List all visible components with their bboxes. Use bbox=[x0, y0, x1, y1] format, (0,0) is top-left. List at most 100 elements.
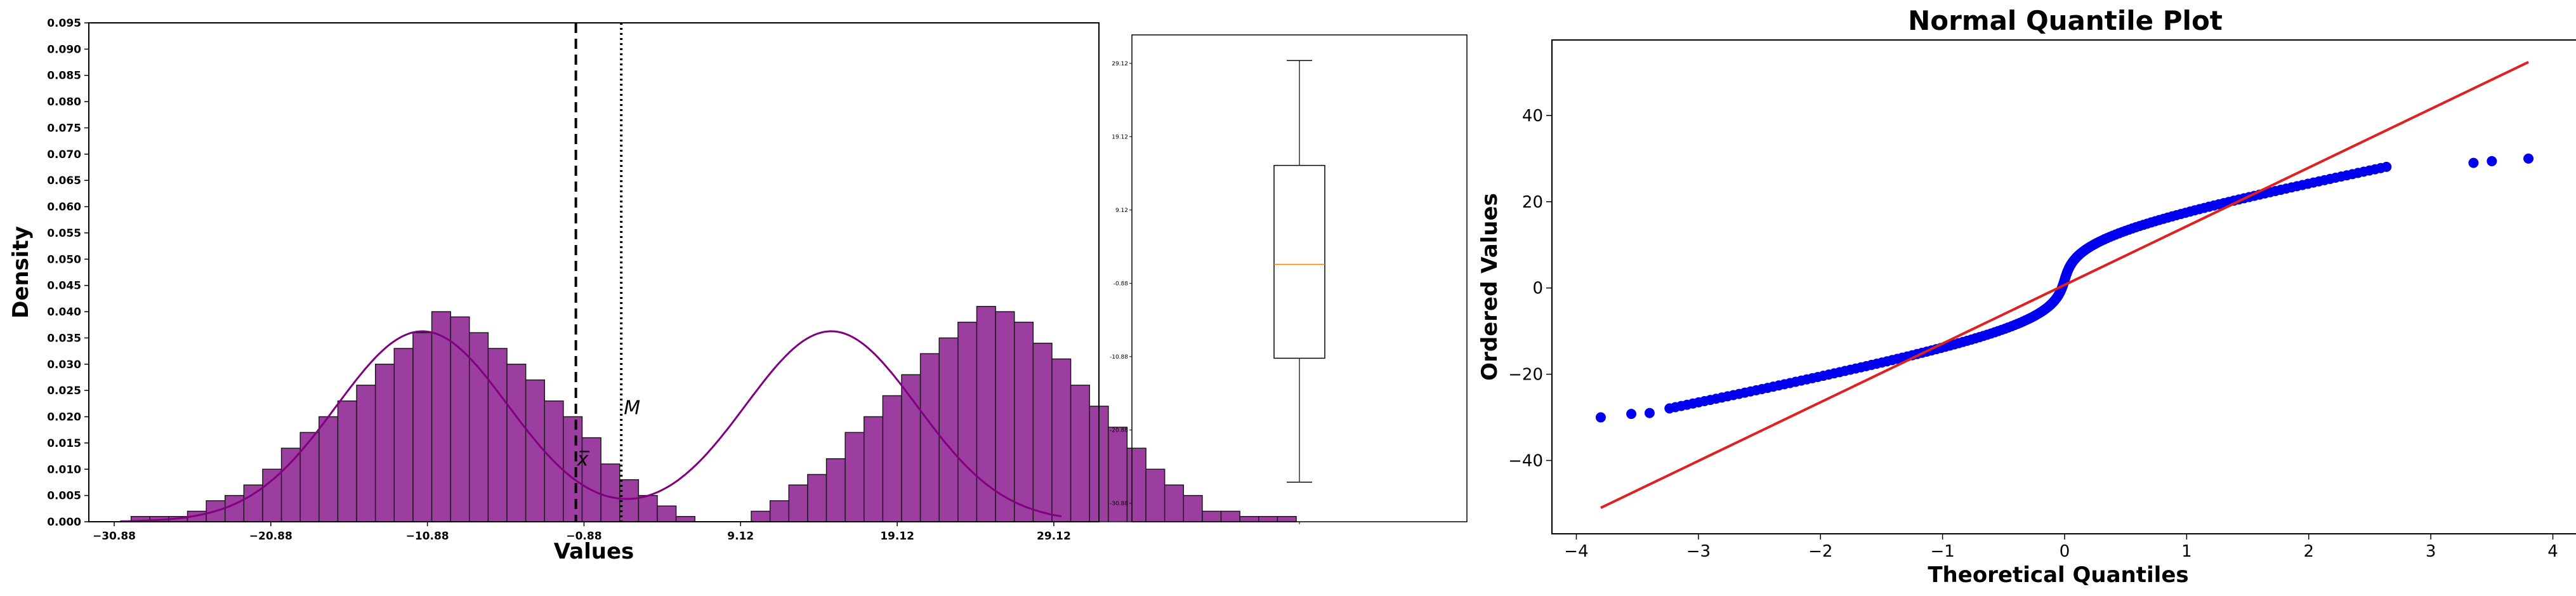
histogram-bar bbox=[1239, 515, 1259, 522]
histogram-bar bbox=[995, 311, 1015, 522]
histogram-y-tick-label: 0.060 bbox=[47, 201, 81, 214]
histogram-bar bbox=[393, 348, 414, 522]
histogram-bar bbox=[356, 385, 376, 522]
histogram-bar bbox=[675, 515, 695, 522]
histogram-y-tick-label: 0.025 bbox=[47, 385, 81, 397]
histogram-bar bbox=[1032, 342, 1053, 522]
histogram-bar bbox=[1126, 447, 1147, 522]
qq-y-tick-label: 0 bbox=[1532, 279, 1543, 298]
qq-y-ticks: −40 −20 0 20 40 bbox=[1508, 107, 1552, 470]
histogram-bar bbox=[1202, 510, 1222, 522]
histogram-y-tick-label: 0.080 bbox=[47, 96, 81, 109]
histogram-bar bbox=[412, 332, 433, 522]
histogram-bar bbox=[431, 311, 451, 522]
qq-tail-point bbox=[2468, 157, 2479, 168]
boxplot-y-tick-label: -0.88 bbox=[1114, 281, 1129, 287]
histogram-y-tick-label: 0.010 bbox=[47, 463, 81, 476]
histogram-bar bbox=[1051, 358, 1072, 522]
histogram-bar bbox=[807, 473, 827, 522]
histogram-y-tick-label: 0.075 bbox=[47, 122, 81, 135]
boxplot-iqr-box bbox=[1273, 164, 1325, 359]
histogram-bar bbox=[751, 510, 771, 522]
histogram-y-tick-label: 0.015 bbox=[47, 437, 81, 450]
qq-reference-line bbox=[1600, 60, 2529, 509]
boxplot-panel: 29.12 19.12 9.12 -0.88 -10.88 -20.88 -30.88 bbox=[1110, 34, 1468, 524]
histogram-bar bbox=[1220, 510, 1240, 522]
histogram-y-tick-label: 0.000 bbox=[47, 516, 81, 529]
histogram-y-tick-label: 0.035 bbox=[47, 332, 81, 345]
histogram-y-tick-label: 0.070 bbox=[47, 149, 81, 161]
histogram-y-tick-label: 0.055 bbox=[47, 227, 81, 240]
histogram-y-tick-label: 0.020 bbox=[47, 411, 81, 424]
histogram-bar bbox=[864, 416, 884, 522]
histogram-bar bbox=[224, 494, 245, 522]
histogram-bar bbox=[280, 447, 301, 522]
mean-annotation: x̅ bbox=[577, 448, 590, 470]
qq-y-tick-label: −20 bbox=[1508, 366, 1543, 385]
histogram-panel: x̅ M 0.000 0.005 0.010 0.015 0.020 0.025 0.030… bbox=[8, 17, 1297, 564]
qq-x-tick-label: −1 bbox=[1930, 542, 1954, 561]
qq-tail-point bbox=[2487, 156, 2497, 166]
histogram-x-tick-label: −0.88 bbox=[566, 530, 601, 543]
histogram-y-tick-label: 0.005 bbox=[47, 490, 81, 503]
qq-point bbox=[2381, 161, 2392, 172]
histogram-bar bbox=[525, 379, 546, 522]
histogram-y-tick-label: 0.040 bbox=[47, 306, 81, 319]
boxplot-box bbox=[1273, 60, 1325, 524]
histogram-x-tick-label: 19.12 bbox=[880, 530, 914, 543]
median-annotation: M bbox=[624, 397, 640, 419]
histogram-bar bbox=[938, 337, 959, 522]
histogram-x-label: Values bbox=[554, 539, 634, 564]
histogram-y-tick-label: 0.090 bbox=[47, 43, 81, 56]
histogram-bar bbox=[844, 432, 865, 522]
qq-plot-title: Normal Quantile Plot bbox=[1908, 5, 2223, 36]
boxplot-y-tick-label: 29.12 bbox=[1112, 61, 1128, 67]
histogram-x-ticks: −30.88 −20.88 −10.88 −0.88 9.12 19.12 29.12 bbox=[93, 522, 1071, 543]
histogram-bar bbox=[957, 321, 978, 522]
histogram-bar bbox=[1013, 321, 1034, 522]
qq-x-tick-label: 4 bbox=[2547, 542, 2558, 561]
histogram-bar bbox=[374, 364, 395, 522]
qq-x-tick-label: 0 bbox=[2060, 542, 2070, 561]
histogram-bar bbox=[882, 395, 902, 522]
histogram-bar bbox=[299, 432, 320, 522]
qq-tail-point bbox=[1644, 407, 1655, 418]
qq-tail-point bbox=[2523, 153, 2534, 164]
qq-x-tick-label: 3 bbox=[2426, 542, 2436, 561]
histogram-bar bbox=[1258, 515, 1278, 522]
histogram-bar bbox=[657, 505, 677, 522]
histogram-bar bbox=[563, 416, 583, 522]
boxplot-y-tick-label: -10.88 bbox=[1110, 354, 1128, 361]
qq-x-label: Theoretical Quantiles bbox=[1928, 562, 2188, 588]
qq-x-tick-label: −2 bbox=[1808, 542, 1832, 561]
histogram-bar bbox=[825, 458, 846, 522]
histogram-frame bbox=[88, 22, 1100, 522]
histogram-bar bbox=[506, 364, 527, 522]
histogram-bar bbox=[1164, 484, 1185, 522]
histogram-x-tick-label: 9.12 bbox=[727, 530, 754, 543]
histogram-bar bbox=[581, 437, 601, 522]
histogram-bar bbox=[638, 494, 658, 522]
boxplot-y-tick-label: -30.88 bbox=[1110, 501, 1128, 507]
kde-curve bbox=[120, 330, 1062, 522]
histogram-bar bbox=[1183, 494, 1203, 522]
qq-x-tick-label: 1 bbox=[2181, 542, 2192, 561]
qq-y-tick-label: 20 bbox=[1522, 193, 1543, 212]
histogram-y-label: Density bbox=[8, 226, 34, 319]
histogram-x-tick-label: −10.88 bbox=[406, 530, 449, 543]
boxplot-y-tick-label: 19.12 bbox=[1112, 134, 1128, 140]
qq-tail-point bbox=[1595, 412, 1606, 423]
boxplot-y-ticks: 29.12 19.12 9.12 -0.88 -10.88 -20.88 -30.88 bbox=[1110, 61, 1132, 507]
qq-y-tick-label: 40 bbox=[1522, 107, 1543, 126]
histogram-y-tick-label: 0.095 bbox=[47, 17, 81, 30]
qq-plot-panel: Normal Quantile Plot −4 −3 −2 −1 0 1 2 3 4 −40 −2… bbox=[1477, 5, 2576, 588]
histogram-bars bbox=[130, 306, 1297, 522]
histogram-bar bbox=[487, 348, 508, 522]
qq-x-tick-label: −4 bbox=[1564, 542, 1588, 561]
qq-x-ticks: −4 −3 −2 −1 0 1 2 3 4 bbox=[1564, 534, 2558, 561]
histogram-y-tick-label: 0.050 bbox=[47, 253, 81, 266]
histogram-bar bbox=[1277, 515, 1297, 522]
histogram-bar bbox=[337, 400, 357, 522]
